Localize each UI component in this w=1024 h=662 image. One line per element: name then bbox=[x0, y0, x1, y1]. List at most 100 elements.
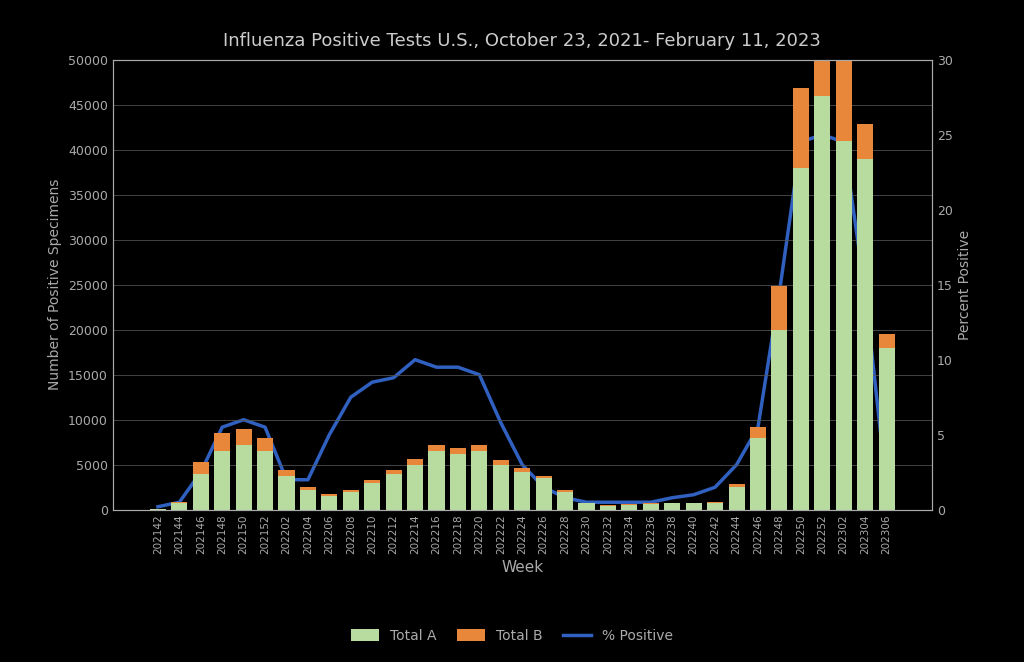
Bar bbox=[622, 504, 637, 505]
Bar bbox=[386, 474, 401, 510]
Bar bbox=[814, 0, 830, 95]
Bar bbox=[386, 470, 401, 474]
% Positive bbox=[581, 498, 593, 506]
% Positive bbox=[281, 476, 293, 484]
Bar bbox=[428, 451, 444, 510]
% Positive bbox=[195, 468, 207, 476]
% Positive bbox=[324, 431, 336, 439]
Bar bbox=[771, 287, 787, 330]
Bar bbox=[836, 0, 852, 140]
Bar bbox=[257, 438, 273, 451]
Bar bbox=[622, 505, 637, 510]
Bar bbox=[193, 474, 209, 510]
% Positive bbox=[430, 363, 442, 371]
Y-axis label: Percent Positive: Percent Positive bbox=[958, 230, 972, 340]
% Positive bbox=[559, 494, 571, 502]
% Positive bbox=[452, 363, 464, 371]
Bar bbox=[557, 491, 573, 492]
% Positive bbox=[473, 371, 485, 379]
% Positive bbox=[538, 483, 550, 491]
% Positive bbox=[773, 288, 785, 296]
Bar bbox=[214, 451, 230, 510]
Bar bbox=[750, 438, 766, 510]
Bar bbox=[408, 465, 423, 510]
% Positive bbox=[152, 502, 164, 510]
Bar bbox=[793, 89, 809, 167]
% Positive bbox=[859, 288, 871, 296]
Bar bbox=[665, 503, 680, 510]
% Positive bbox=[409, 355, 421, 363]
% Positive bbox=[516, 461, 528, 469]
Bar bbox=[514, 468, 530, 472]
Bar bbox=[150, 509, 166, 510]
% Positive bbox=[259, 423, 271, 431]
Bar bbox=[214, 433, 230, 451]
Bar bbox=[365, 483, 380, 510]
Bar bbox=[193, 462, 209, 474]
% Positive bbox=[173, 498, 185, 506]
Bar bbox=[471, 451, 487, 510]
% Positive bbox=[216, 423, 228, 431]
Bar bbox=[279, 475, 295, 510]
Bar bbox=[857, 159, 873, 510]
Bar bbox=[300, 487, 316, 490]
Bar bbox=[793, 167, 809, 510]
Bar bbox=[536, 478, 552, 510]
% Positive bbox=[345, 393, 357, 401]
Y-axis label: Number of Positive Specimens: Number of Positive Specimens bbox=[48, 179, 62, 391]
Bar bbox=[257, 451, 273, 510]
Bar bbox=[450, 448, 466, 454]
% Positive bbox=[624, 498, 636, 506]
% Positive bbox=[752, 423, 764, 431]
Bar bbox=[171, 502, 187, 503]
Bar bbox=[857, 124, 873, 159]
Bar bbox=[236, 445, 252, 510]
% Positive bbox=[602, 498, 614, 506]
% Positive bbox=[730, 461, 742, 469]
% Positive bbox=[645, 498, 657, 506]
Bar bbox=[450, 454, 466, 510]
% Positive bbox=[881, 483, 893, 491]
Bar bbox=[514, 472, 530, 510]
Legend: Total A, Total B, % Positive: Total A, Total B, % Positive bbox=[345, 624, 679, 649]
Bar bbox=[365, 480, 380, 483]
Bar bbox=[879, 334, 895, 348]
Bar bbox=[728, 487, 744, 510]
Bar bbox=[171, 503, 187, 510]
% Positive bbox=[709, 483, 721, 491]
% Positive bbox=[795, 138, 807, 146]
Bar bbox=[493, 465, 509, 510]
Bar bbox=[343, 492, 358, 510]
Bar bbox=[600, 505, 616, 506]
Bar bbox=[493, 460, 509, 465]
% Positive bbox=[495, 419, 507, 427]
Bar bbox=[750, 427, 766, 438]
Bar bbox=[643, 504, 658, 510]
Bar bbox=[643, 503, 658, 504]
Bar bbox=[771, 330, 787, 510]
Bar bbox=[728, 484, 744, 487]
Bar bbox=[836, 140, 852, 510]
% Positive bbox=[302, 476, 314, 484]
Bar bbox=[408, 459, 423, 465]
Line: % Positive: % Positive bbox=[158, 134, 887, 506]
Bar bbox=[814, 95, 830, 510]
Bar bbox=[428, 445, 444, 451]
% Positive bbox=[366, 378, 378, 386]
Bar bbox=[471, 445, 487, 451]
Bar bbox=[236, 429, 252, 445]
% Positive bbox=[387, 374, 399, 382]
Bar bbox=[322, 496, 337, 510]
% Positive bbox=[667, 494, 679, 502]
Bar bbox=[322, 495, 337, 496]
Title: Influenza Positive Tests U.S., October 23, 2021- February 11, 2023: Influenza Positive Tests U.S., October 2… bbox=[223, 32, 821, 50]
% Positive bbox=[238, 416, 250, 424]
X-axis label: Week: Week bbox=[501, 560, 544, 575]
Bar bbox=[300, 490, 316, 510]
% Positive bbox=[816, 130, 828, 138]
Bar bbox=[557, 492, 573, 510]
Bar bbox=[879, 348, 895, 510]
% Positive bbox=[838, 138, 850, 146]
Bar bbox=[665, 502, 680, 503]
Bar bbox=[536, 476, 552, 478]
